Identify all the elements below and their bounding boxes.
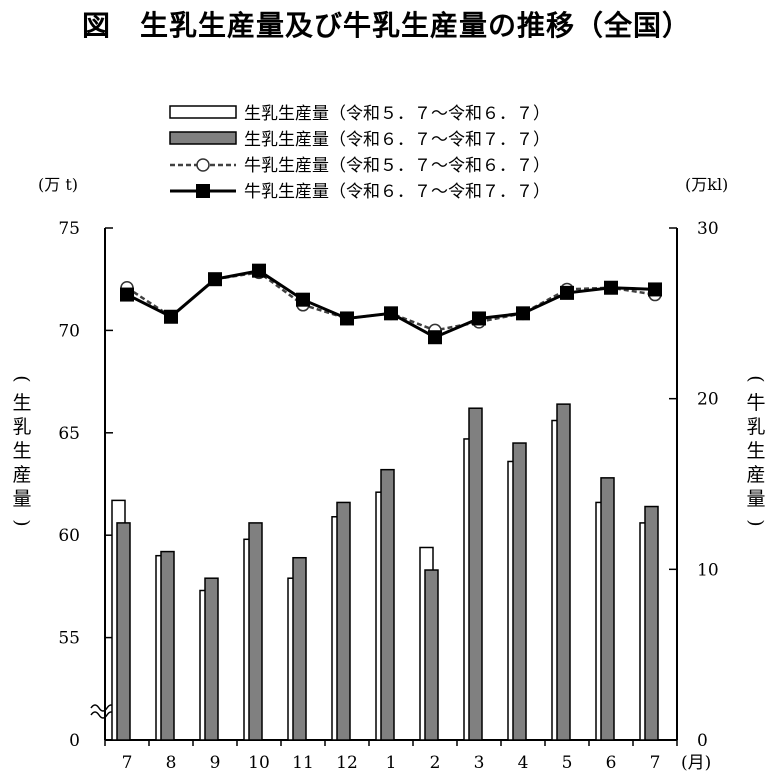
left-axis-label-char: 量 [12, 488, 31, 510]
x-tick-label: 11 [292, 753, 314, 773]
point-square [340, 311, 354, 326]
bar-gray [116, 522, 131, 741]
x-tick-label: 9 [210, 753, 221, 773]
legend-label: 牛乳生産量（令和６．７～令和７．７） [244, 182, 550, 202]
left-axis-label-char: 生 [12, 440, 31, 462]
right-axis-label-char: 乳 [746, 416, 765, 438]
x-tick-label: 1 [386, 753, 397, 773]
right-axis-label-char: 量 [746, 488, 765, 510]
point-square [296, 292, 310, 307]
left-tick-label: 55 [58, 629, 80, 649]
x-tick-label: 10 [248, 753, 270, 773]
legend-swatch-bar [169, 105, 237, 119]
left-axis-label-open: ( [11, 375, 33, 382]
x-tick-label: 5 [562, 753, 573, 773]
bar-gray [644, 505, 659, 741]
bar-gray [380, 468, 395, 741]
right-unit: (万kl) [685, 175, 728, 194]
chart-title: 図 生乳生産量及び牛乳生産量の推移（全国） [81, 9, 691, 42]
x-tick-label: 3 [474, 753, 485, 773]
right-tick-label: 0 [697, 731, 708, 751]
bar-gray [248, 522, 263, 741]
point-square [604, 280, 618, 295]
left-unit: (万 t) [38, 175, 78, 194]
bar-gray [336, 501, 351, 741]
point-square [560, 285, 574, 300]
point-square [252, 263, 266, 278]
point-square [516, 306, 530, 321]
left-axis-label-char: 乳 [12, 416, 31, 438]
left-tick-label: 0 [69, 731, 80, 751]
left-axis-label-char: 産 [12, 464, 31, 486]
right-tick-label: 10 [697, 560, 719, 580]
bar-gray [424, 569, 439, 741]
legend-swatch-marker [196, 158, 210, 172]
bar-gray [204, 577, 219, 741]
x-tick-label: 7 [122, 753, 133, 773]
left-axis-label-char: 生 [12, 392, 31, 414]
right-tick-label: 30 [697, 219, 719, 239]
right-axis-label-char: 産 [746, 464, 765, 486]
left-tick-label: 60 [58, 526, 80, 546]
legend: 生乳生産量（令和５．７～令和６．７） 生乳生産量（令和６．７～令和７．７） 牛乳生産… [169, 104, 550, 202]
right-axis-label-char: 生 [746, 440, 765, 462]
x-tick-label: 8 [166, 753, 177, 773]
bar-gray [292, 556, 307, 741]
legend-label: 生乳生産量（令和６．７～令和７．７） [244, 130, 550, 150]
legend-swatch-bar [169, 131, 237, 145]
axis-break-mark [90, 704, 116, 712]
point-square [164, 309, 178, 324]
left-tick-label: 70 [58, 321, 80, 341]
left-tick-label: 65 [58, 424, 80, 444]
right-axis-label-char: 牛 [746, 392, 765, 414]
line-r6-r7 [126, 269, 656, 339]
x-tick-label: 2 [430, 753, 441, 773]
point-square [472, 311, 486, 326]
bar-gray [160, 550, 175, 741]
lines [120, 263, 662, 345]
axis-break-mark [90, 711, 116, 719]
bars [111, 403, 659, 741]
legend-swatch-marker [196, 184, 210, 198]
point-square [120, 287, 134, 302]
x-tick-label: 6 [606, 753, 617, 773]
legend-label: 牛乳生産量（令和５．７～令和６．７） [244, 156, 550, 176]
x-tick-label: 4 [518, 753, 529, 773]
x-tick-label: 12 [336, 753, 358, 773]
x-unit-label: (月) [681, 753, 711, 773]
line-r5-r6 [126, 271, 656, 332]
point-square [648, 282, 662, 297]
right-tick-label: 20 [697, 390, 719, 410]
axis-labels: (万 t) (万kl)(生乳生産量)(牛乳生産量) [11, 175, 767, 527]
bar-gray [600, 477, 615, 741]
right-axis-label-close: ) [745, 519, 767, 526]
x-tick-label: 7 [650, 753, 661, 773]
bar-gray [512, 442, 527, 741]
point-square [384, 306, 398, 321]
left-axis-label-close: ) [11, 519, 33, 526]
left-tick-label: 75 [58, 219, 80, 239]
point-square [208, 272, 222, 287]
bar-gray [468, 407, 483, 741]
bar-gray [556, 403, 571, 741]
right-axis-label-open: ( [745, 375, 767, 382]
point-square [428, 330, 442, 345]
legend-label: 生乳生産量（令和５．７～令和６．７） [244, 104, 550, 124]
